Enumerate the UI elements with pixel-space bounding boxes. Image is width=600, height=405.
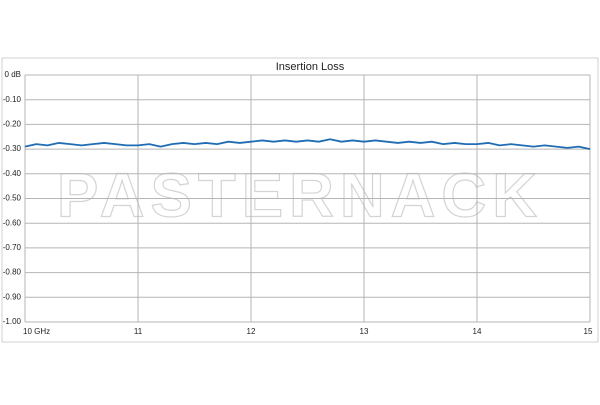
y-tick-label: -0.20 (3, 120, 22, 129)
y-tick-label: -0.70 (3, 243, 22, 252)
x-tick-label: 11 (134, 327, 143, 336)
x-tick-label: 12 (247, 327, 256, 336)
watermark: PASTERNACK (57, 161, 543, 230)
y-tick-label: -0.40 (3, 169, 22, 178)
y-tick-label: -1.00 (3, 317, 22, 326)
y-tick-label: -0.90 (3, 292, 22, 301)
y-tick-label: 0 dB (5, 70, 21, 79)
x-tick-label: 14 (473, 327, 482, 336)
y-tick-label: -0.30 (3, 144, 22, 153)
chart-title: Insertion Loss (276, 61, 345, 73)
x-tick-label: 13 (360, 327, 369, 336)
y-tick-label: -0.80 (3, 268, 22, 277)
x-tick-label: 10 GHz (23, 327, 50, 336)
x-tick-label: 15 (584, 327, 593, 336)
data-line (24, 138, 591, 150)
chart-frame (1, 57, 599, 343)
y-tick-label: -0.60 (3, 218, 22, 227)
y-tick-label: -0.10 (3, 95, 22, 104)
y-tick-label: -0.50 (3, 194, 22, 203)
